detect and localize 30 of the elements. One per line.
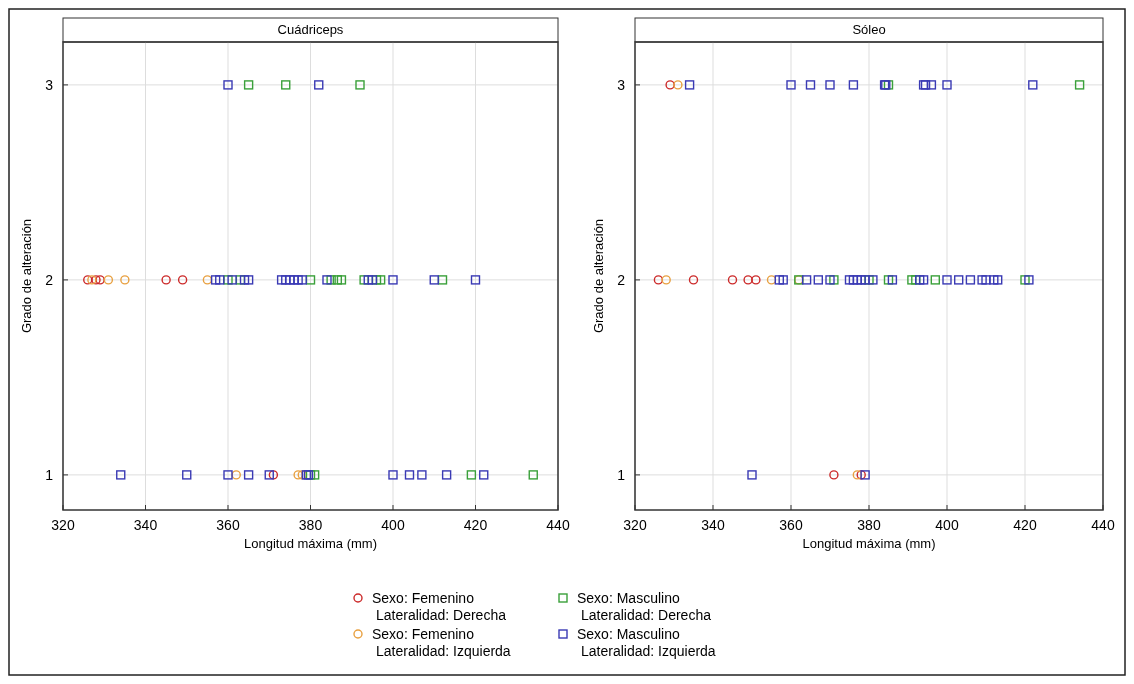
y-tick-label: 3 bbox=[617, 76, 626, 93]
legend-label: Sexo: Masculino Lateralidad: Derecha bbox=[577, 590, 712, 623]
chart-title: Sóleo bbox=[852, 22, 886, 37]
y-axis-title: Grado de alteración bbox=[591, 218, 606, 334]
x-tick-label: 400 bbox=[935, 517, 959, 533]
x-tick-label: 420 bbox=[463, 517, 488, 533]
x-tick-label: 400 bbox=[381, 517, 405, 533]
y-axis-title: Grado de alteración bbox=[19, 218, 34, 334]
legend-label: Sexo: Femenino Lateralidad: Derecha bbox=[372, 590, 507, 623]
x-axis-title: Longitud máxima (mm) bbox=[802, 536, 936, 551]
x-tick-label: 440 bbox=[546, 517, 570, 533]
x-axis-title: Longitud máxima (mm) bbox=[244, 536, 377, 551]
y-tick-label: 1 bbox=[45, 466, 54, 483]
x-tick-label: 360 bbox=[216, 517, 240, 533]
y-tick-label: 1 bbox=[617, 466, 626, 483]
x-tick-label: 340 bbox=[133, 517, 158, 533]
x-tick-label: 380 bbox=[857, 517, 881, 533]
x-tick-label: 320 bbox=[51, 517, 75, 533]
y-tick-label: 2 bbox=[617, 271, 626, 288]
y-tick-label: 2 bbox=[45, 271, 54, 288]
x-tick-label: 360 bbox=[779, 517, 803, 533]
x-tick-label: 420 bbox=[1013, 517, 1037, 533]
chart-title: Cuádriceps bbox=[277, 22, 344, 37]
y-tick-label: 3 bbox=[45, 76, 54, 93]
x-tick-label: 440 bbox=[1091, 517, 1115, 533]
legend-label: Sexo: Masculino Lateralidad: Izquierda bbox=[577, 626, 716, 659]
x-tick-label: 340 bbox=[701, 517, 725, 533]
x-tick-label: 380 bbox=[298, 517, 323, 533]
legend-label: Sexo: Femenino Lateralidad: Izquierda bbox=[372, 626, 511, 659]
x-tick-label: 320 bbox=[623, 517, 647, 533]
